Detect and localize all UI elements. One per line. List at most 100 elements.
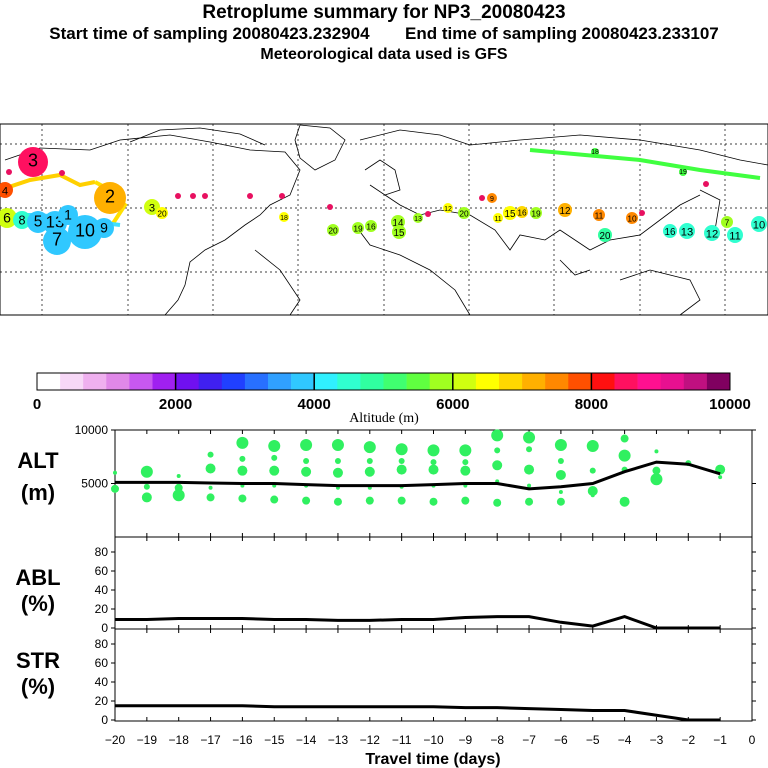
colorbar-frame xyxy=(36,372,731,391)
colorbar-segment xyxy=(337,373,361,390)
alt-scatter-point xyxy=(427,444,440,457)
y-tick-label: 80 xyxy=(95,545,109,559)
alt-scatter-point xyxy=(300,438,313,451)
plume-marker xyxy=(679,223,695,239)
plume-marker xyxy=(156,207,168,219)
alt-scatter-point xyxy=(363,441,376,454)
alt-scatter-point xyxy=(652,466,661,475)
plume-label: 16 xyxy=(517,207,527,217)
alt-scatter-point xyxy=(491,429,504,442)
alt-scatter-point xyxy=(206,493,215,502)
series-line-str xyxy=(115,704,721,722)
plume-marker xyxy=(679,168,687,176)
plume-dot xyxy=(425,211,431,217)
colorbar-segment xyxy=(452,373,477,390)
plume-marker xyxy=(727,227,743,243)
plume-marker xyxy=(392,225,406,239)
alt-scatter-point xyxy=(558,490,563,495)
alt-scatter-point xyxy=(303,458,310,465)
alt-scatter-point xyxy=(718,475,723,480)
x-tick-label: −12 xyxy=(360,733,381,747)
alt-scatter-point xyxy=(268,440,281,453)
colorbar-segment xyxy=(106,373,130,390)
plume-marker xyxy=(94,218,114,238)
plume-marker xyxy=(530,207,542,219)
plume-dot xyxy=(279,193,285,199)
chart-title: Retroplume summary for NP3_20080423 xyxy=(202,2,566,23)
colorbar-segment xyxy=(475,373,500,390)
plume-label: 18 xyxy=(280,215,288,222)
colorbar-segment xyxy=(383,373,407,390)
altitude-colorbar: 0 2000 4000 6000 8000 10000 Altitude (m) xyxy=(33,372,751,426)
plume-marker xyxy=(0,208,17,228)
plume-marker xyxy=(663,224,677,238)
time-series-panels: ALT(m)100005000ABL(%)806040200STR(%)8060… xyxy=(15,423,756,768)
alt-scatter-point xyxy=(619,496,630,507)
alt-scatter-point xyxy=(333,497,342,506)
plume-label: 19 xyxy=(679,169,687,176)
colorbar-segment xyxy=(175,373,199,390)
plume-label: 15 xyxy=(505,209,516,220)
plume-label: 4 xyxy=(2,185,8,197)
alt-scatter-point xyxy=(239,455,246,462)
alt-scatter-point xyxy=(236,436,249,449)
alt-scatter-point xyxy=(526,446,533,453)
plume-dot xyxy=(247,193,253,199)
alt-scatter-point xyxy=(270,495,279,504)
panel-frame xyxy=(114,536,753,630)
plume-marker xyxy=(27,211,49,233)
colorbar-tick-label: 10000 xyxy=(709,396,751,413)
x-tick-label: −18 xyxy=(169,733,190,747)
x-tick-label: −8 xyxy=(490,733,504,747)
x-tick-label: −19 xyxy=(137,733,158,747)
plume-label: 20 xyxy=(157,208,167,218)
alt-scatter-point xyxy=(113,470,117,475)
colorbar-segment xyxy=(221,373,246,390)
colorbar-tick-label: 0 xyxy=(33,396,41,413)
y-tick-label: 60 xyxy=(95,656,109,670)
colorbar-segment xyxy=(268,373,292,390)
colorbar-segment xyxy=(360,373,384,390)
x-tick-label: −1 xyxy=(713,733,727,747)
colorbar-segment xyxy=(591,373,615,390)
alt-scatter-point xyxy=(554,438,567,451)
alt-scatter-point xyxy=(586,440,599,453)
x-tick-label: −7 xyxy=(522,733,536,747)
alt-scatter-point xyxy=(271,454,278,461)
panel-label-alt: ALT xyxy=(17,448,59,473)
alt-scatter-point xyxy=(172,489,185,502)
panel-str: STR(%) 80 60 40 20 0 xyxy=(16,628,756,727)
plume-dot xyxy=(59,170,65,176)
panel-label-str: STR xyxy=(16,648,60,673)
met-data-label: Meteorological data used is GFS xyxy=(260,46,508,63)
plume-label: 19 xyxy=(531,208,541,218)
x-tick-label: −14 xyxy=(296,733,317,747)
y-tick-label: 20 xyxy=(95,694,109,708)
alt-scatter-point xyxy=(331,438,344,451)
alt-scatter-point xyxy=(650,473,663,486)
colorbar-segment xyxy=(522,373,546,390)
plume-marker xyxy=(558,203,572,217)
plume-dot xyxy=(175,193,181,199)
plume-marker xyxy=(626,212,638,224)
alt-scatter-point xyxy=(208,485,213,490)
y-tick-label: 10000 xyxy=(75,423,109,437)
alt-scatter-point xyxy=(620,434,629,443)
alt-scatter-point xyxy=(111,484,119,493)
alt-scatter-point xyxy=(527,483,532,488)
plume-label: 14 xyxy=(393,218,404,229)
plume-label: 12 xyxy=(444,206,452,213)
alt-scatter-point xyxy=(332,467,343,478)
plume-marker xyxy=(68,215,102,249)
plume-label: 5 xyxy=(34,213,43,230)
y-tick-label: 60 xyxy=(95,564,109,578)
plume-marker xyxy=(721,216,733,228)
colorbar-segment xyxy=(244,373,269,390)
alt-scatter-point xyxy=(492,460,503,471)
plume-marker xyxy=(144,199,160,215)
plume-dot xyxy=(327,204,333,210)
alt-scatter-point xyxy=(590,493,595,498)
plume-marker xyxy=(18,147,48,177)
plume-marker xyxy=(43,227,71,255)
x-tick-label: −13 xyxy=(328,733,349,747)
